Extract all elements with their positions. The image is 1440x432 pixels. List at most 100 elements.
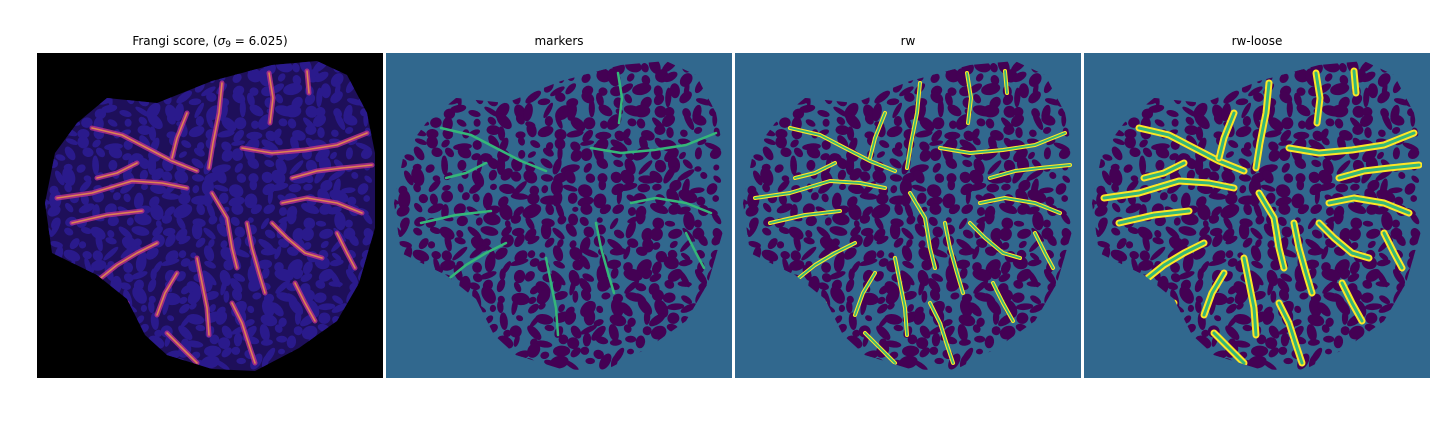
texture-blob: [82, 251, 92, 260]
texture-blob: [927, 278, 941, 293]
vessel-segment: [171, 112, 188, 159]
texture-blob: [195, 237, 206, 248]
texture-blob: [554, 138, 566, 150]
texture-blob: [512, 181, 527, 197]
texture-blob: [1239, 185, 1247, 194]
texture-blob: [1027, 259, 1042, 267]
texture-blob: [343, 114, 358, 126]
texture-blob: [565, 83, 577, 95]
texture-blob: [260, 339, 273, 346]
texture-blob: [103, 246, 119, 261]
texture-blob: [858, 258, 878, 266]
texture-blob: [893, 237, 904, 248]
texture-blob: [1238, 174, 1252, 182]
texture-blob: [427, 241, 436, 249]
texture-blob: [626, 73, 635, 82]
texture-blob: [413, 183, 421, 193]
texture-blob: [909, 164, 929, 174]
vessel-segment: [208, 82, 223, 169]
texture-blob: [550, 86, 565, 97]
texture-blob: [472, 140, 482, 150]
texture-blob: [201, 86, 216, 97]
texture-blob: [193, 147, 205, 157]
texture-blob: [778, 227, 790, 234]
texture-blob: [345, 147, 353, 160]
texture-blob: [677, 281, 692, 287]
texture-blob: [286, 335, 297, 349]
texture-blob: [1155, 146, 1170, 159]
vessel-segment: [166, 332, 198, 364]
texture-blob: [161, 214, 173, 224]
texture-blob: [1208, 214, 1220, 224]
texture-blob: [305, 105, 318, 118]
texture-blob: [1165, 226, 1180, 240]
texture-blob: [945, 157, 958, 169]
texture-blob: [497, 300, 504, 314]
texture-blob: [1046, 234, 1057, 247]
texture-blob: [196, 203, 206, 216]
texture-blob: [598, 179, 607, 191]
texture-blob: [490, 183, 497, 191]
texture-blob: [853, 220, 860, 228]
texture-blob: [1148, 104, 1165, 113]
texture-blob: [180, 258, 191, 267]
texture-blob: [919, 347, 930, 358]
texture-blob: [623, 137, 632, 146]
texture-blob: [580, 203, 593, 215]
texture-blob: [846, 300, 853, 314]
texture-blob: [623, 268, 643, 282]
texture-blob: [1128, 117, 1140, 128]
texture-blob: [1318, 169, 1333, 185]
texture-blob: [318, 312, 331, 324]
texture-blob: [412, 249, 430, 262]
texture-blob: [231, 203, 244, 215]
texture-blob: [1139, 250, 1150, 262]
texture-blob: [1395, 234, 1406, 247]
texture-blob: [452, 246, 468, 261]
texture-blob: [209, 304, 216, 313]
texture-blob: [1013, 106, 1024, 117]
texture-blob: [174, 170, 189, 184]
texture-blob: [217, 130, 235, 138]
texture-blob: [186, 314, 205, 325]
texture-blob: [394, 197, 399, 205]
vessel-segment: [336, 232, 356, 269]
texture-blob: [441, 155, 449, 176]
texture-blob: [1124, 135, 1136, 149]
texture-blob: [330, 151, 337, 160]
texture-blob: [669, 240, 678, 249]
texture-blob: [1126, 179, 1139, 192]
texture-blob: [788, 226, 804, 240]
texture-blob: [112, 192, 121, 201]
panel-rw: rw: [735, 0, 1081, 432]
texture-blob: [63, 249, 81, 262]
texture-blob: [550, 179, 564, 196]
vessel-segment: [96, 162, 138, 179]
texture-blob: [80, 227, 92, 234]
texture-blob: [932, 226, 944, 238]
texture-blob: [543, 102, 553, 119]
texture-blob: [974, 335, 986, 343]
texture-blob: [1367, 240, 1376, 249]
texture-blob: [123, 262, 134, 273]
texture-blob: [45, 197, 50, 205]
texture-blob: [314, 71, 329, 83]
texture-blob: [247, 69, 263, 83]
texture-blob: [141, 183, 148, 191]
texture-blob: [894, 203, 904, 216]
texture-blob: [215, 170, 227, 184]
texture-blob: [762, 227, 772, 236]
texture-blob: [578, 184, 593, 198]
texture-blob: [959, 298, 973, 317]
texture-blob: [351, 172, 359, 179]
texture-blob: [884, 314, 903, 325]
texture-blob: [469, 182, 483, 194]
texture-blob: [1325, 207, 1335, 216]
texture-blob: [1180, 192, 1191, 210]
texture-blob: [428, 179, 441, 192]
texture-blob: [919, 149, 931, 162]
vessel-segment: [979, 197, 1061, 214]
texture-blob: [583, 117, 596, 130]
texture-blob: [579, 216, 589, 226]
texture-blob: [1281, 117, 1294, 130]
